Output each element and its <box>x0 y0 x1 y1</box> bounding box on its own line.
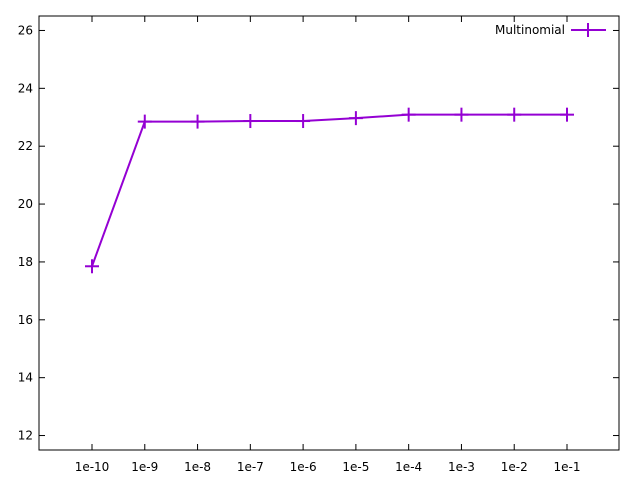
y-tick-label: 22 <box>18 139 33 153</box>
series-layer <box>85 107 574 274</box>
data-point <box>85 259 99 274</box>
x-tick-label: 1e-1 <box>554 460 581 474</box>
y-tick-label: 18 <box>18 255 33 269</box>
plot-frame <box>38 15 620 451</box>
y-tick-label: 16 <box>18 313 33 327</box>
data-point <box>401 107 416 122</box>
legend-label: Multinomial <box>495 23 565 37</box>
series-line <box>91 113 567 267</box>
y-tick-label: 12 <box>18 429 33 443</box>
y-tick-label: 20 <box>18 197 33 211</box>
x-tick-label: 1e-5 <box>342 460 369 474</box>
data-point <box>137 114 152 129</box>
axes <box>38 15 620 451</box>
x-tick-label: 1e-10 <box>75 460 110 474</box>
data-point <box>454 107 469 122</box>
data-point <box>190 114 205 129</box>
y-tick-label: 24 <box>18 81 33 95</box>
data-point <box>243 114 258 129</box>
data-point <box>348 111 363 126</box>
x-tick-label: 1e-2 <box>501 460 528 474</box>
x-tick-label: 1e-6 <box>290 460 317 474</box>
x-tick-label: 1e-9 <box>131 460 158 474</box>
y-tick-label: 14 <box>18 371 33 385</box>
x-tick-label: 1e-7 <box>237 460 264 474</box>
x-tick-label: 1e-4 <box>395 460 422 474</box>
legend: Multinomial <box>495 23 606 37</box>
y-tick-label: 26 <box>18 23 33 37</box>
data-point <box>507 107 522 122</box>
data-point <box>296 114 311 129</box>
x-tick-label: 1e-8 <box>184 460 211 474</box>
data-point <box>560 107 574 122</box>
x-tick-label: 1e-3 <box>448 460 475 474</box>
x-ticks: 1e-10 1e-9 1e-8 1e-7 1e-6 1e-5 1e-4 1e-3 1e-2 1e-… <box>75 16 581 474</box>
y-ticks: 12 14 16 18 20 22 24 26 <box>18 23 619 443</box>
